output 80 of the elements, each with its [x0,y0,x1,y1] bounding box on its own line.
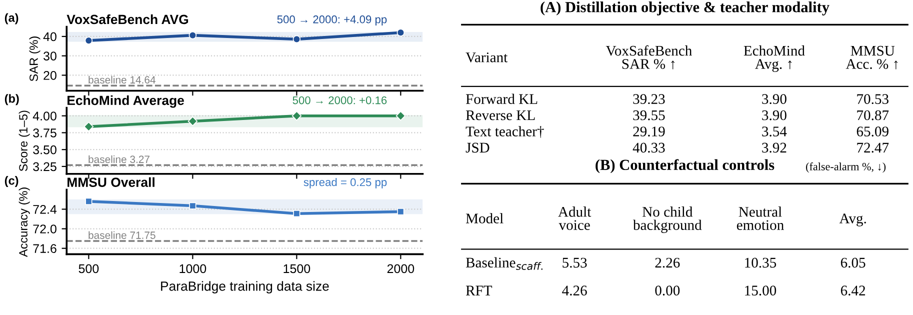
text: 3.90 [762,94,786,104]
x-tick-label: 2000 [387,264,414,274]
y-tick-label: 72.4 [33,205,57,214]
category-label: EchoMind Avg. ↑ [744,45,805,72]
y-axis-title: Accuracy (%) [18,188,30,257]
chart-title: EchoMind Average [68,95,184,108]
category-label: Reverse KL [466,110,535,120]
category-label: Adult voice [558,206,592,230]
category-label: No child background [632,206,702,233]
y-tick-label: 30 [44,52,56,60]
point [396,28,405,36]
text: 3.54 [762,126,787,136]
text: 500 → 2000: +0.16 [292,96,387,104]
text: 3.90 [762,110,786,120]
text: (A) Distillation objective & teacher modality [540,2,830,16]
text: 15.00 [745,286,776,296]
chart-title: MMSU Overall [68,177,154,187]
text: 0.00 [655,286,680,296]
text: 4.26 [562,286,587,296]
category-label: Avg. [839,214,866,226]
y-axis-title: SAR (%) [29,36,40,82]
text: 39.23 [633,94,665,104]
point [292,110,302,121]
text: 39.55 [633,110,665,120]
ref-line-label: baseline 71.75 [88,231,156,239]
text: (B) Counterfactual controls [596,159,774,174]
point [188,31,197,40]
text: 29.19 [633,126,665,136]
text: 6.42 [840,286,866,296]
text: (a) [4,13,18,24]
y-tick-label: 71.6 [33,244,56,253]
point [85,198,92,205]
category-label: Model [466,213,504,224]
category-label: Forward KL [466,94,538,104]
category-label: RFT [466,286,492,296]
point [84,122,94,132]
point [189,202,196,210]
y-tick-label: 3.75 [33,128,56,138]
y-tick-label: 3.50 [33,145,56,154]
category-label: JSD [466,142,490,153]
category-label: VoxSafeBench SAR % ↑ [606,45,692,70]
point [188,116,198,126]
text: 72.47 [857,142,889,153]
chart-title: VoxSafeBench AVG [66,14,188,24]
x-tick-label: 500 [78,264,99,274]
x-axis-title: ParaBridge training data size [161,281,329,294]
text: spread = 0.25 pp [304,178,387,188]
category-label: Text teacher† [466,126,544,138]
x-tick-label: 1000 [180,264,206,274]
ref-line-label: baseline 3.27 [88,155,150,164]
ref-line-label: baseline 14.64 [88,76,156,84]
category-label: Neutral emotion [736,206,784,230]
point [292,35,301,44]
text: 65.09 [856,126,888,136]
text: 70.87 [857,110,889,120]
y-tick-label: 20 [44,71,56,80]
point [397,208,404,216]
text: (b) [4,94,19,106]
text: 10.35 [745,258,776,268]
y-tick-label: 40 [43,32,56,42]
point [84,36,93,44]
x-tick-label: 1500 [284,264,310,274]
text: 3.92 [762,142,786,153]
category-label: Variant [466,52,508,62]
y-tick-label: 72.0 [33,224,56,234]
text: 500 → 2000: +4.09 pp [277,15,387,26]
point [293,210,300,218]
text: 6.05 [840,258,866,268]
y-axis-title: Score (1–5) [18,110,30,172]
point [396,110,406,121]
text: 2.26 [655,258,680,268]
category-label: Baseline$_{scaff.}$ [466,257,542,270]
text: 70.53 [857,94,888,104]
text: (c) [4,176,18,188]
text: 40.33 [632,142,665,153]
y-tick-label: 4.00 [32,112,56,120]
y-tick-label: 3.25 [33,162,56,172]
text: 5.53 [562,258,587,268]
category-label: MMSU Acc. % ↑ [846,46,898,70]
text: (false-alarm %, ↓) [806,162,886,173]
